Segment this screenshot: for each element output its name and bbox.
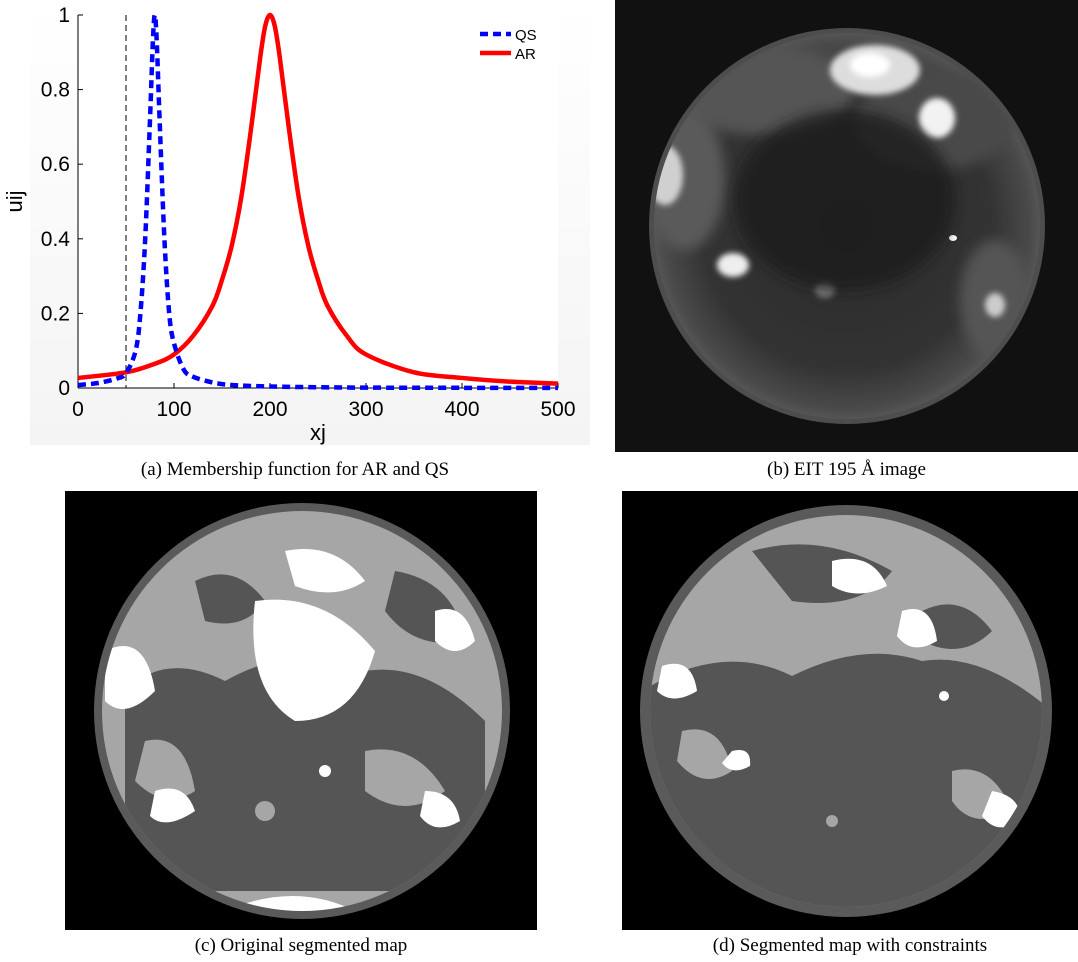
y-tick-label: 0 (58, 377, 70, 400)
y-tick-label: 1 (58, 4, 70, 27)
caption-d: (d) Segmented map with constraints (712, 935, 988, 956)
panel-d-constrained-map (622, 491, 1078, 930)
panel-c-original-map (65, 491, 537, 930)
x-tick-label: 0 (72, 398, 84, 421)
y-axis-label: uij (2, 190, 27, 212)
original-segmented-map (94, 503, 510, 919)
x-tick-label: 100 (156, 398, 191, 421)
panel-b-eit-image (615, 0, 1078, 452)
x-tick-label: 300 (348, 398, 383, 421)
series-line-ar (77, 12, 559, 386)
series-line-qs (77, 12, 559, 391)
y-tick-label: 0.8 (41, 79, 70, 102)
membership-chart: 0 100 200 300 400 500 0 0.2 0.4 0.6 0.8 1 xj uij QS AR (2, 0, 590, 445)
caption-b: (b) EIT 195 Å image (767, 459, 926, 480)
caption-c: (c) Original segmented map (194, 935, 408, 956)
x-tick-label: 500 (540, 398, 575, 421)
x-tick-label: 400 (444, 398, 479, 421)
legend-label-ar: AR (515, 46, 536, 63)
x-axis-label: xj (310, 420, 326, 445)
segmentation-regions (650, 544, 1042, 907)
y-tick-label: 0.4 (41, 228, 71, 251)
caption-a: (a) Membership function for AR and QS (140, 459, 450, 480)
constrained-segmented-map (640, 505, 1052, 917)
y-tick-label: 0.6 (41, 153, 70, 176)
eit-sun-image (649, 28, 1045, 424)
segmentation-regions (105, 549, 485, 911)
legend-label-qs: QS (515, 27, 537, 44)
x-tick-label: 200 (252, 398, 287, 421)
legend-box (474, 21, 556, 65)
panel-a-membership-chart: 0 100 200 300 400 500 0 0.2 0.4 0.6 0.8 1 xj uij QS AR (0, 0, 590, 450)
y-tick-label: 0.2 (41, 302, 70, 325)
